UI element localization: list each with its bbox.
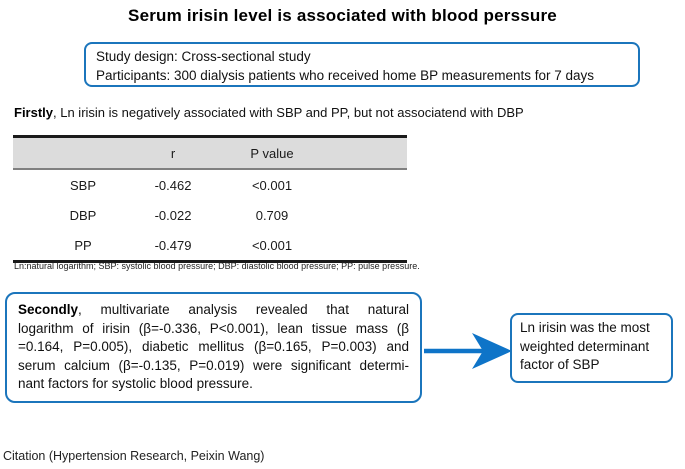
secondly-line: =0.164, P=0.005), diabetic mellitus (β=0… (18, 339, 409, 354)
row-label: PP (74, 237, 92, 253)
secondly-label: Secondly (18, 302, 79, 317)
secondly-box: Secondly, multivariate analysis revealed… (5, 292, 422, 403)
study-design-line: Study design: Cross-sectional study (96, 49, 311, 64)
participants-line: Participants: 300 dialysis patients who … (96, 68, 595, 83)
table-footnote: Ln:natural logarithm; SBP: systolic bloo… (14, 261, 420, 271)
correlation-table: r P value SBP -0.462 <0.001 DBP -0.022 0… (13, 135, 407, 263)
citation: Citation (Hypertension Research, Peixin … (3, 449, 265, 463)
secondly-line: Secondly, multivariate analysis revealed… (18, 301, 409, 320)
secondly-line: nant factors for systolic blood pressure… (18, 376, 253, 391)
page-title: Serum irisin level is associated with bl… (128, 6, 557, 25)
secondly-line: serum calcium (β=-0.135, P=0.019) were s… (18, 357, 409, 373)
row-label: DBP (69, 207, 97, 223)
row-p-value: 0.709 (255, 207, 289, 223)
conclusion-box: Ln irisin was the most weighted determin… (510, 313, 673, 383)
row-label: SBP (69, 177, 96, 193)
firstly-statement: Firstly, Ln irisin is negatively associa… (14, 105, 524, 120)
table-row: SBP -0.462 <0.001 (13, 169, 407, 200)
firstly-text: , Ln irisin is negatively associated wit… (53, 105, 524, 120)
table-row: PP -0.479 <0.001 (13, 230, 407, 262)
arrow-right-icon (424, 333, 512, 369)
secondly-text: , multivariate analysis revealed that na… (78, 302, 409, 317)
table-row: DBP -0.022 0.709 (13, 200, 407, 230)
study-design-box: Study design: Cross-sectional study Part… (84, 42, 640, 87)
row-p-value: <0.001 (251, 177, 293, 193)
table-header-row: r P value (13, 136, 407, 170)
row-p-value: <0.001 (251, 237, 293, 253)
conclusion-text: Ln irisin was the most weighted determin… (520, 320, 650, 372)
firstly-label: Firstly (14, 105, 54, 120)
header-r: r (153, 136, 193, 170)
header-empty (13, 136, 153, 170)
header-filler (351, 136, 407, 170)
secondly-line: logarithm of irisin (β=-0.336, P<0.001),… (18, 320, 409, 336)
header-p-value: P value (193, 136, 351, 170)
row-r-value: -0.462 (154, 177, 192, 193)
row-r-value: -0.022 (154, 207, 192, 223)
row-r-value: -0.479 (154, 237, 192, 253)
